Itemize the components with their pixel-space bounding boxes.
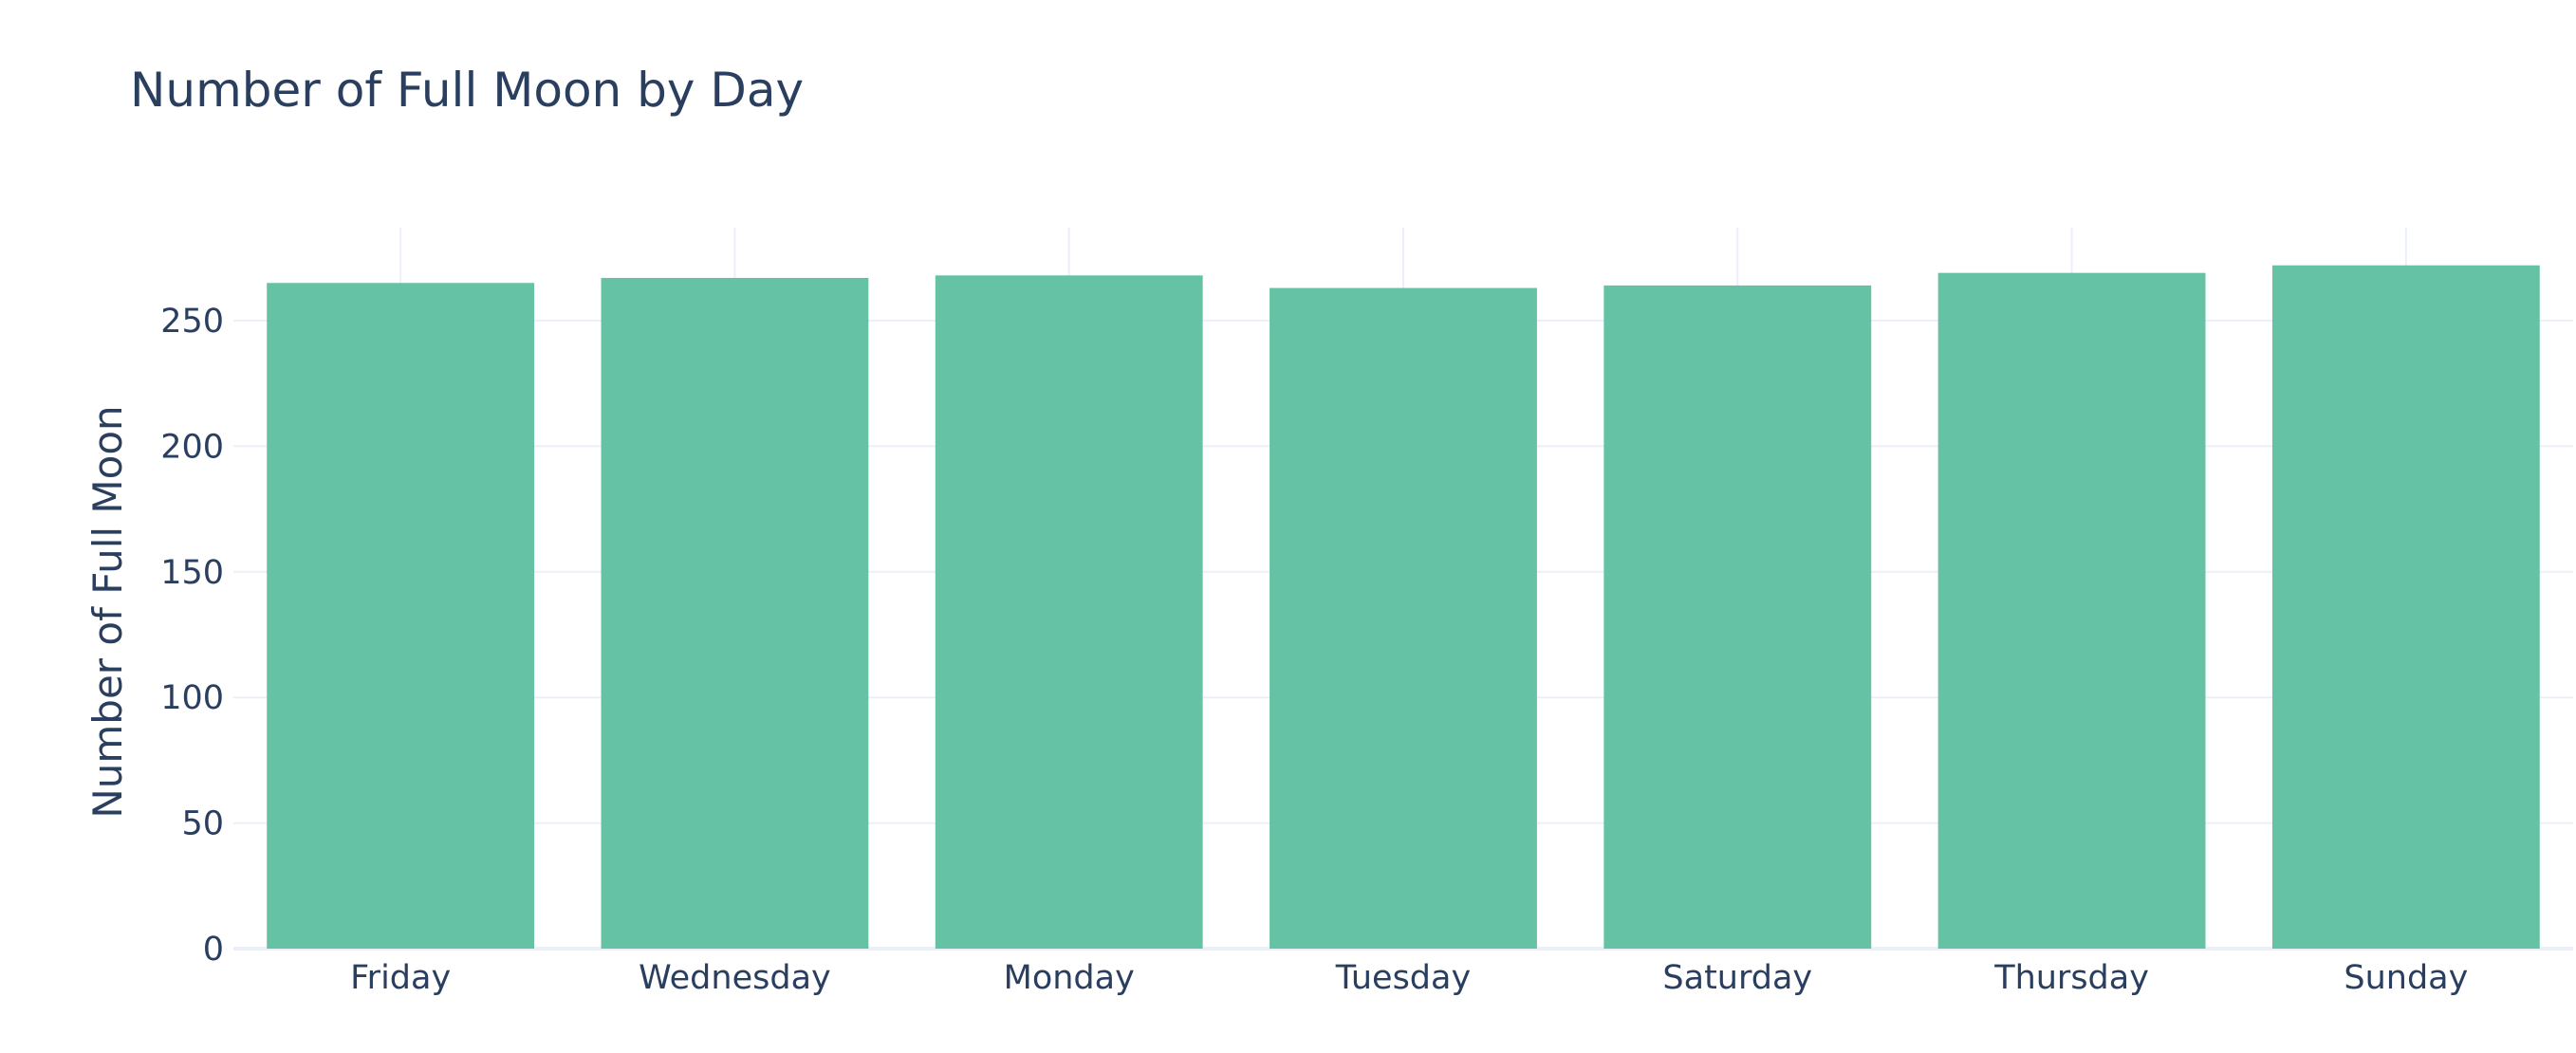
bar-friday[interactable]: [267, 283, 535, 950]
x-tick-label: Saturday: [1662, 959, 1812, 997]
bar-tuesday[interactable]: [1269, 287, 1537, 949]
x-tick-label: Wednesday: [639, 959, 831, 997]
x-tick-label: Thursday: [1993, 959, 2149, 997]
labels-layer: 0 50 100 150 200 250 Friday Wednesday Monday Tues…: [84, 303, 2468, 997]
bar-saturday[interactable]: [1603, 285, 1872, 950]
bar-monday[interactable]: [935, 275, 1203, 949]
y-tick-label: 100: [160, 679, 224, 717]
bar-sunday[interactable]: [2271, 265, 2540, 949]
chart-title: Number of Full Moon by Day: [130, 63, 805, 118]
x-tick-label: Monday: [1004, 959, 1135, 997]
y-axis-title: Number of Full Moon: [84, 405, 131, 818]
x-tick-label: Tuesday: [1335, 959, 1471, 997]
bar-thursday[interactable]: [1937, 272, 2206, 949]
x-tick-label: Friday: [350, 959, 451, 997]
y-tick-label: 250: [160, 303, 224, 341]
bar-wednesday[interactable]: [601, 277, 869, 949]
bars-layer: [267, 265, 2540, 950]
y-tick-label: 200: [160, 428, 224, 466]
y-tick-label: 150: [160, 554, 224, 592]
x-tick-label: Sunday: [2344, 959, 2468, 997]
y-tick-label: 0: [203, 931, 224, 969]
y-tick-label: 50: [181, 805, 224, 843]
